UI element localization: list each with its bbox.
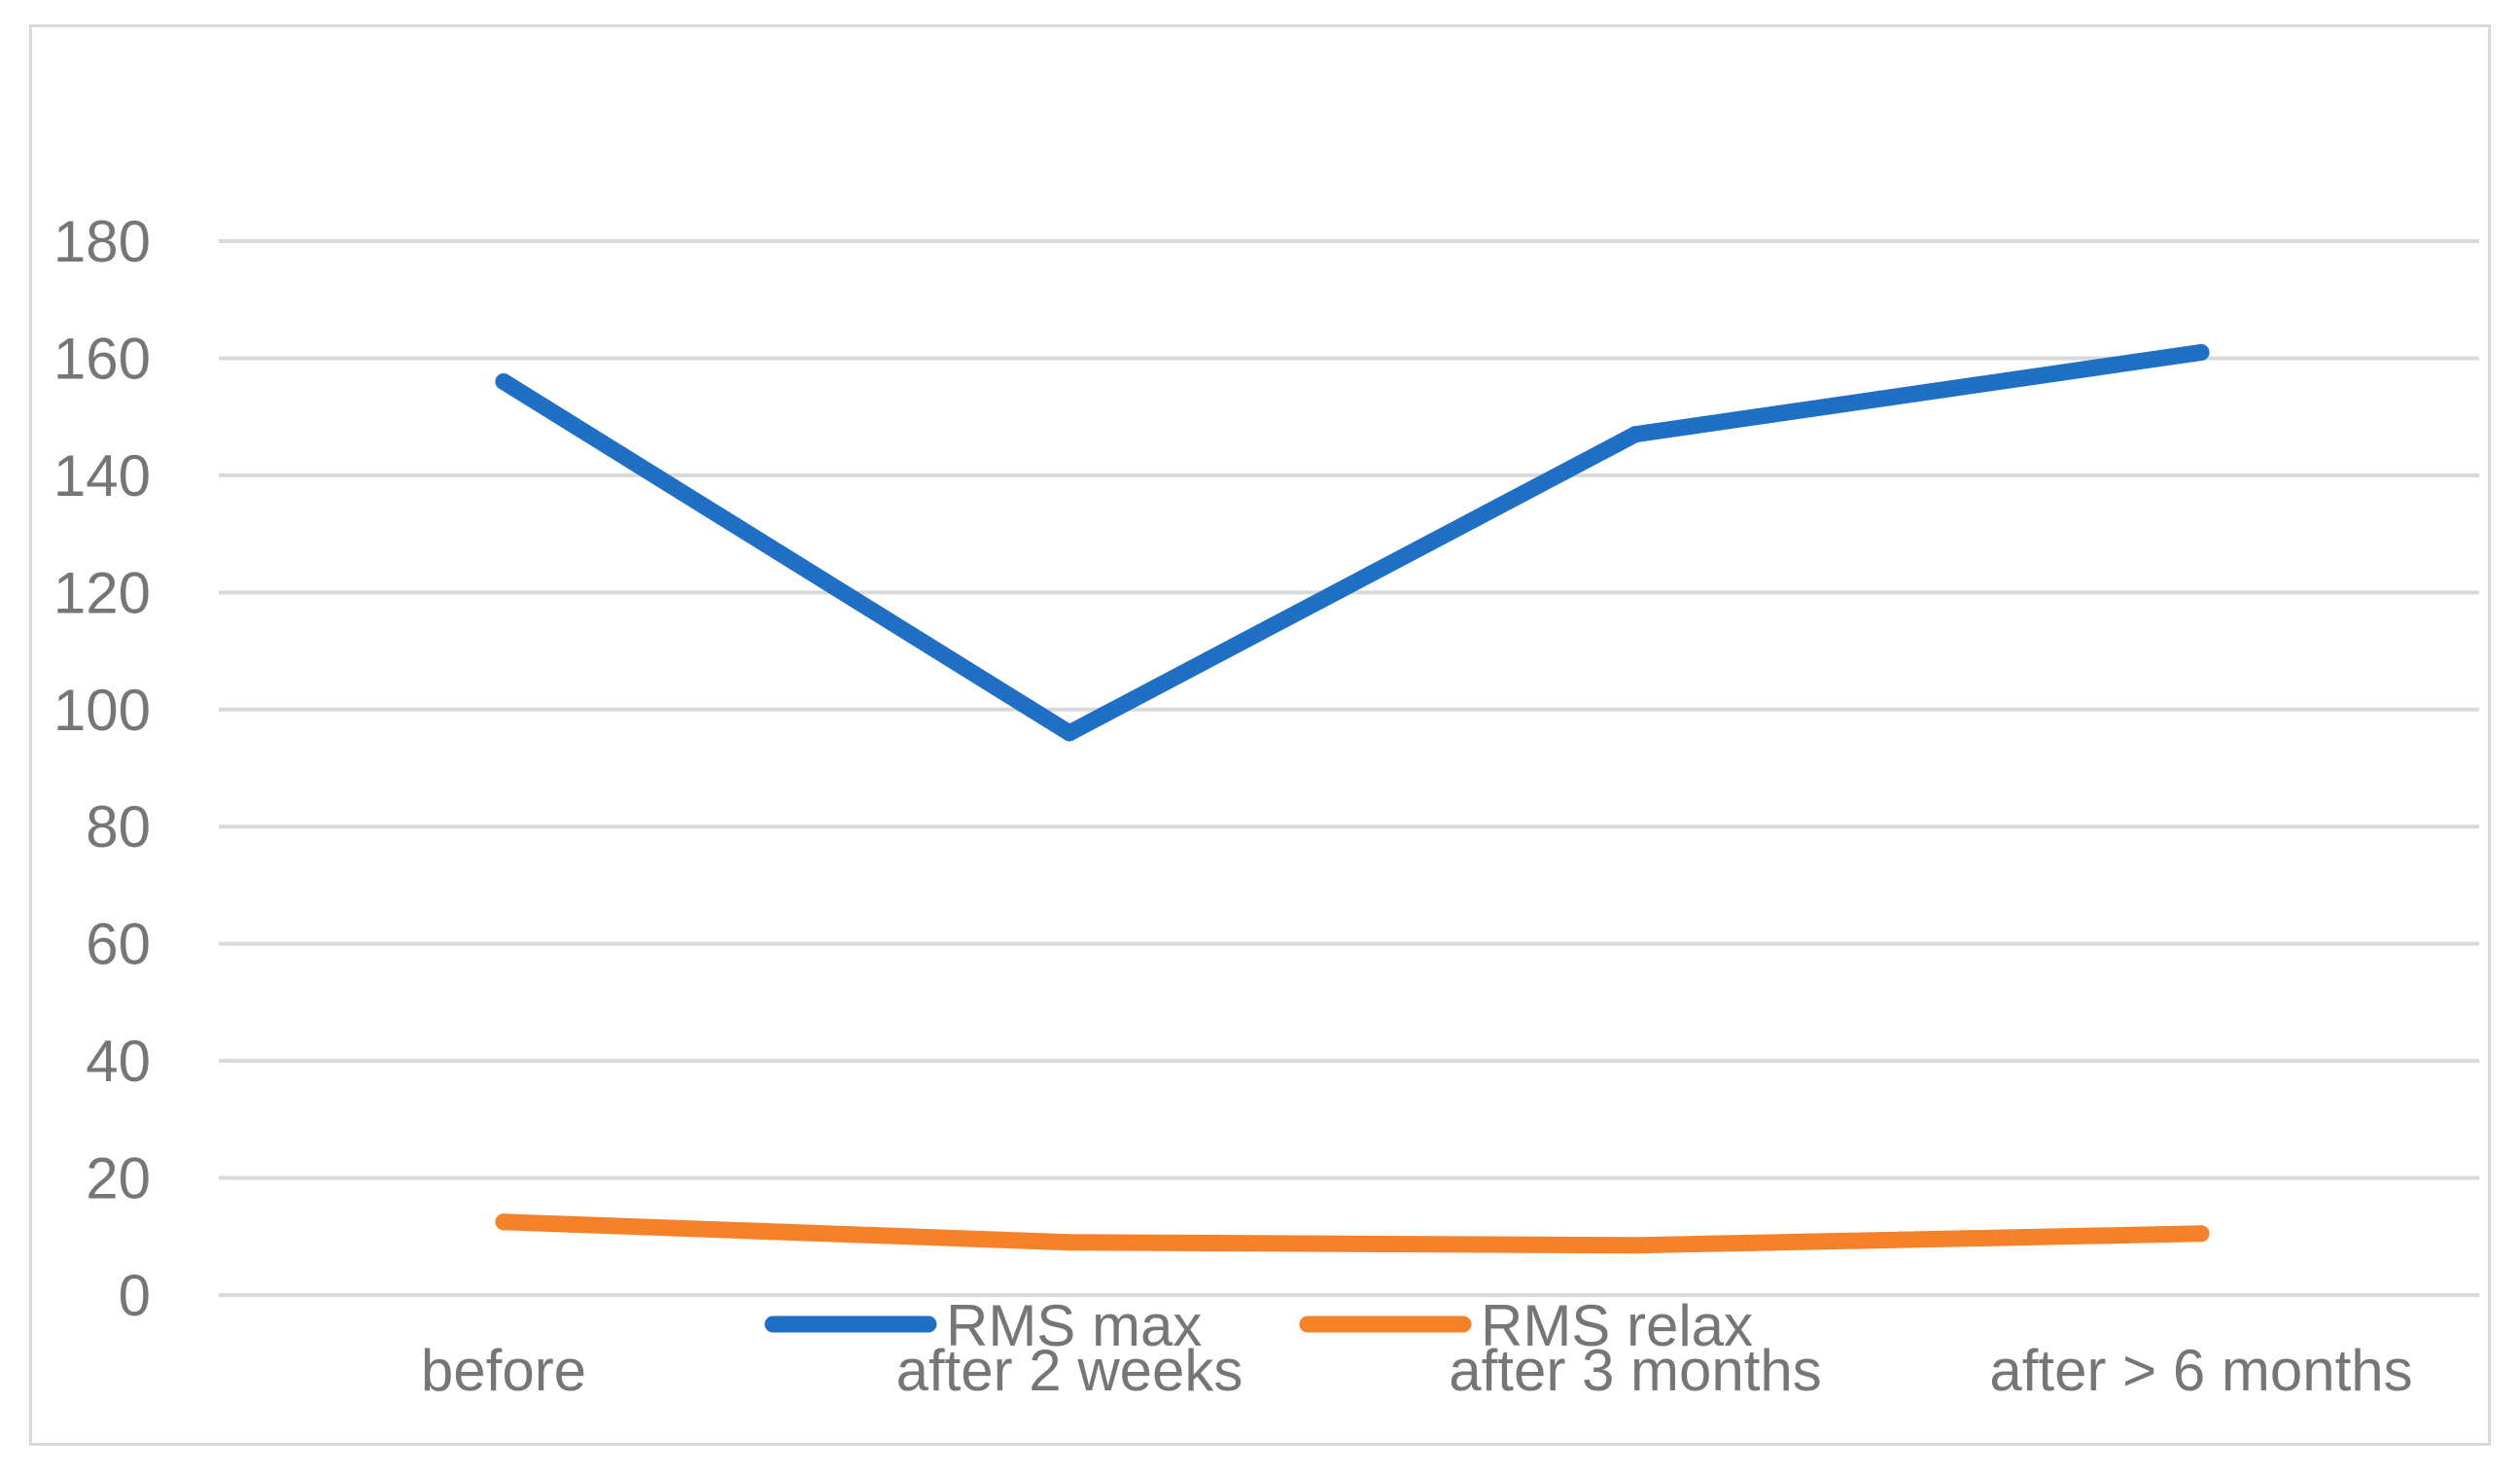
data-point: [2192, 1225, 2210, 1243]
y-tick-label: 100: [53, 678, 151, 743]
data-point: [1627, 426, 1644, 443]
data-point: [1061, 724, 1078, 742]
y-tick-label: 160: [53, 326, 151, 391]
series-lines: [495, 343, 2210, 1254]
y-tick-label: 40: [86, 1029, 151, 1094]
y-tick-label: 80: [86, 794, 151, 859]
y-axis-tick-labels: 0 20 40 60 80 100 120 140 160 180: [53, 209, 151, 1328]
x-tick-label: after > 6 months: [1989, 1338, 2412, 1403]
y-tick-label: 180: [53, 209, 151, 274]
x-tick-label: before: [421, 1338, 586, 1403]
y-tick-label: 120: [53, 560, 151, 625]
y-tick-label: 20: [86, 1146, 151, 1211]
data-point: [1627, 1237, 1644, 1254]
gridlines: [219, 239, 2479, 1297]
data-point: [2192, 343, 2210, 361]
chart-frame: [29, 24, 2491, 1446]
x-tick-label: after 3 months: [1449, 1338, 1822, 1403]
data-point: [495, 1213, 512, 1231]
y-tick-label: 60: [86, 912, 151, 977]
data-point: [495, 373, 512, 391]
x-axis-tick-labels: before after 2 weeks after 3 months after >…: [421, 1338, 2413, 1403]
y-tick-label: 140: [53, 443, 151, 509]
x-tick-label: after 2 weeks: [896, 1338, 1243, 1403]
y-tick-label: 0: [119, 1263, 151, 1328]
series-line-rms-relax: [495, 1213, 2210, 1254]
legend-label: RMS max: [946, 1293, 1202, 1358]
data-point: [1061, 1234, 1078, 1251]
legend-label: RMS relax: [1481, 1293, 1753, 1358]
series-line-rms-max: [495, 343, 2210, 742]
legend: RMS max RMS relax: [764, 1293, 1753, 1358]
